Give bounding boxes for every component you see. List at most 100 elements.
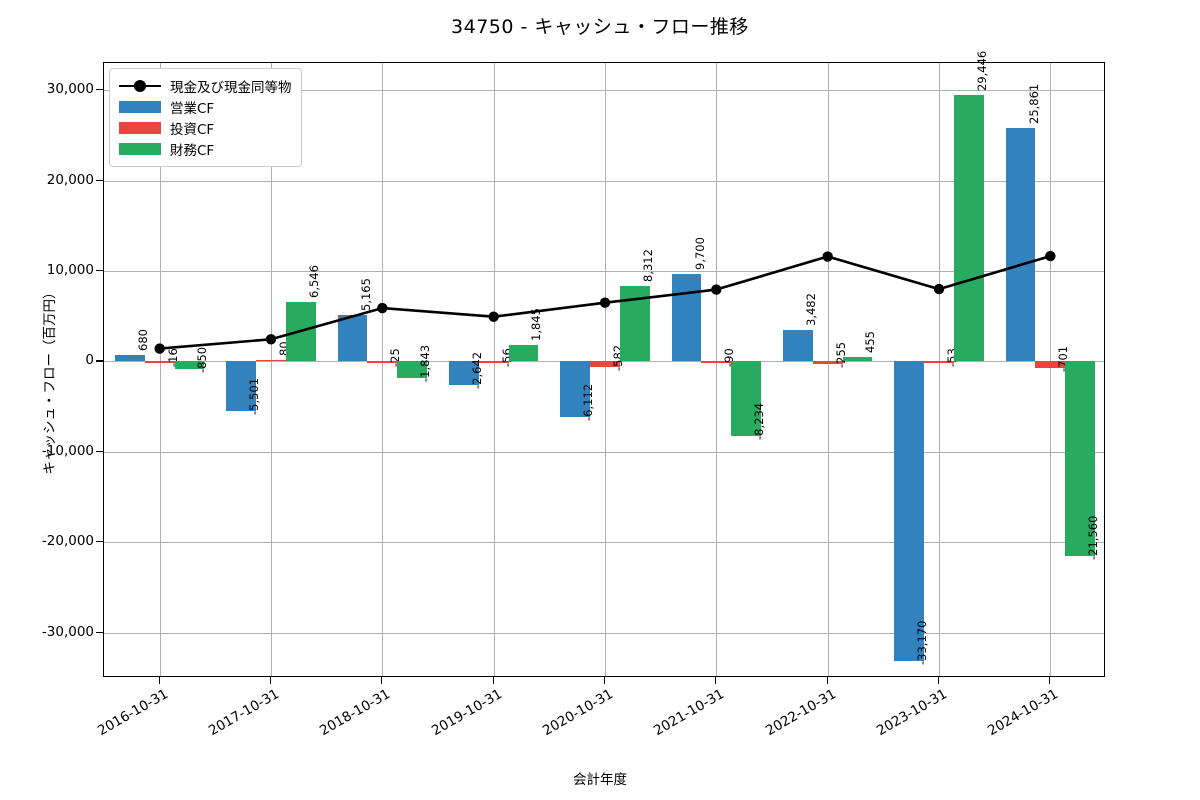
cash-line-series bbox=[154, 250, 1056, 354]
bar-investing-cf bbox=[590, 361, 620, 367]
bar-investing-cf bbox=[812, 361, 843, 364]
y-axis-label: キャッシュ・フロー（百万円） bbox=[42, 285, 58, 475]
grid-line-horizontal bbox=[104, 271, 1104, 272]
bar-operating-cf bbox=[449, 361, 479, 386]
bar-operating-cf bbox=[337, 314, 368, 362]
x-tick-label: 2018-10-31 bbox=[317, 686, 394, 740]
y-tick-label: -10,000 bbox=[41, 442, 94, 459]
grid-line-vertical bbox=[827, 63, 829, 676]
bar-operating-cf bbox=[783, 329, 813, 362]
legend-marker-icon bbox=[134, 80, 146, 92]
legend-label: 営業CF bbox=[170, 100, 215, 117]
x-tick-label: 2020-10-31 bbox=[540, 686, 616, 740]
cash-equivalents-marker bbox=[599, 297, 611, 308]
grid-line-vertical bbox=[382, 63, 384, 676]
grid-line-horizontal bbox=[104, 632, 1104, 634]
bar-financing-cf bbox=[731, 361, 761, 436]
y-tick-mark bbox=[96, 541, 103, 543]
y-tick-label: -20,000 bbox=[41, 533, 94, 550]
cash-equivalents-marker bbox=[711, 284, 722, 295]
grid-line-vertical bbox=[159, 63, 161, 676]
grid-line-vertical bbox=[493, 63, 495, 676]
grid-line-horizontal bbox=[104, 542, 1104, 544]
grid-line-vertical bbox=[605, 63, 606, 676]
bar-investing-cf bbox=[924, 361, 954, 364]
legend-swatch-icon bbox=[119, 79, 161, 93]
legend-label: 現金及び現金同等物 bbox=[170, 79, 292, 96]
legend-label: 投資CF bbox=[170, 121, 215, 138]
bar-operating-cf bbox=[671, 273, 702, 362]
grid-line-vertical bbox=[271, 63, 272, 676]
bar-financing-cf bbox=[397, 361, 427, 379]
bar-investing-cf bbox=[144, 361, 175, 364]
y-tick-label: 20,000 bbox=[46, 171, 94, 188]
grid-line-vertical bbox=[939, 63, 940, 676]
x-tick-mark bbox=[492, 677, 494, 684]
legend-color-icon bbox=[119, 142, 161, 155]
bar-investing-cf bbox=[701, 361, 732, 364]
bar-investing-cf bbox=[367, 361, 398, 364]
legend-item-operating-cf[interactable]: 営業CF bbox=[119, 96, 292, 117]
chart-title: 34750 - キャッシュ・フロー推移 bbox=[451, 16, 749, 38]
y-tick-label: 0 bbox=[85, 352, 94, 369]
bar-financing-cf bbox=[842, 357, 873, 362]
cash-equivalents-marker bbox=[154, 343, 165, 354]
x-tick-mark bbox=[715, 677, 717, 684]
plot-area: 680 -5,501 5,165 -2,642 -6,112 9,700 3,482 -33,… bbox=[103, 51, 1105, 677]
legend-color-icon bbox=[119, 121, 161, 134]
bar-investing-cf bbox=[1035, 361, 1066, 368]
legend-swatch-icon bbox=[119, 100, 161, 114]
bar-operating-cf bbox=[1005, 127, 1036, 362]
grid-line-vertical bbox=[716, 63, 718, 676]
grid-line-vertical bbox=[1050, 63, 1052, 676]
x-tick-label: 2023-10-31 bbox=[874, 686, 950, 740]
grid-line-horizontal bbox=[104, 451, 1104, 453]
legend-item-investing-cf[interactable]: 投資CF bbox=[119, 117, 292, 138]
x-tick-label: 2019-10-31 bbox=[428, 686, 505, 740]
y-tick-mark bbox=[96, 631, 103, 633]
x-tick-mark bbox=[158, 677, 160, 684]
y-tick-mark bbox=[96, 360, 103, 362]
x-tick-label: 2017-10-31 bbox=[206, 686, 282, 740]
bar-operating-cf bbox=[115, 355, 145, 362]
y-tick-mark bbox=[96, 179, 103, 181]
y-tick-label: 10,000 bbox=[46, 262, 94, 278]
cash-equivalents-marker bbox=[377, 302, 388, 314]
x-tick-mark bbox=[826, 677, 828, 684]
y-axis-label-wrap: キャッシュ・フロー（百万円） bbox=[8, 70, 58, 670]
grid-line-horizontal bbox=[104, 180, 1104, 182]
bar-financing-cf bbox=[508, 344, 539, 362]
x-tick-label: 2021-10-31 bbox=[651, 686, 728, 740]
legend-swatch-icon bbox=[119, 121, 161, 135]
bar-operating-cf bbox=[560, 361, 591, 417]
bar-investing-cf bbox=[256, 359, 286, 362]
x-tick-label: 2022-10-31 bbox=[762, 686, 839, 740]
cash-equivalents-marker bbox=[822, 251, 833, 262]
legend-label: 財務CF bbox=[170, 142, 215, 159]
y-tick-mark bbox=[96, 450, 103, 452]
cash-equivalents-marker bbox=[1045, 250, 1056, 262]
bar-financing-cf bbox=[953, 95, 984, 362]
y-tick-label: 30,000 bbox=[46, 81, 94, 98]
cash-equivalents-marker bbox=[265, 334, 277, 345]
y-tick-mark bbox=[96, 270, 103, 272]
y-tick-mark bbox=[96, 89, 103, 91]
cash-equivalents-marker bbox=[488, 311, 499, 322]
cash-equivalents-marker bbox=[933, 283, 945, 295]
bar-operating-cf bbox=[894, 361, 925, 662]
x-tick-mark bbox=[604, 677, 606, 684]
x-tick-label: 2016-10-31 bbox=[94, 686, 171, 740]
x-axis-label: 会計年度 bbox=[573, 772, 627, 788]
bar-investing-cf bbox=[478, 361, 509, 364]
chart-legend: 現金及び現金同等物 営業CF 投資CF 財務CF bbox=[109, 68, 302, 167]
grid-line-horizontal bbox=[104, 90, 1104, 92]
bar-operating-cf bbox=[226, 361, 257, 412]
legend-color-icon bbox=[119, 100, 161, 113]
legend-item-cash-equivalents[interactable]: 現金及び現金同等物 bbox=[119, 75, 292, 96]
x-tick-mark bbox=[270, 677, 272, 684]
bar-financing-cf bbox=[1065, 361, 1095, 557]
legend-swatch-icon bbox=[119, 142, 161, 156]
legend-item-financing-cf[interactable]: 財務CF bbox=[119, 138, 292, 159]
x-tick-mark bbox=[381, 677, 383, 684]
